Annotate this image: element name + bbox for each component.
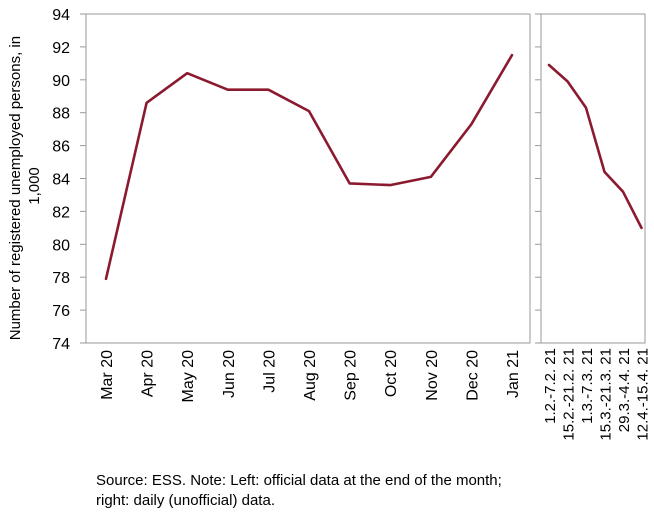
x-tick-label: Nov 20 [424,350,441,401]
x-tick-label: Jul 20 [261,350,278,393]
y-tick-label: 74 [52,336,70,353]
x-tick-label-daily: 15.3.-21.3. 21 [598,348,615,441]
x-tick-label-daily: 1.3.-7.3. 21 [579,348,596,424]
x-tick-label: Mar 20 [99,350,116,400]
y-tick-label: 84 [52,172,70,189]
y-tick-label: 90 [52,73,70,90]
x-tick-label: Apr 20 [140,350,157,397]
y-tick-label: 92 [52,40,70,57]
x-tick-label: Dec 20 [464,350,481,401]
x-axis-ticks: Mar 20 Apr 20 May 20 Jun 20 Jul 20 Aug 20 Sep … [99,348,652,441]
x-tick-label-daily: 29.3.-4.4. 21 [616,348,633,432]
series-lines [104,53,643,281]
y-tick-label: 94 [52,7,70,24]
x-tick-label-daily: 12.4.-15.4. 21 [635,348,652,441]
y-tick-label: 78 [52,270,70,287]
x-tick-label: Oct 20 [383,350,400,397]
x-tick-label-daily: 15.2.-21.2. 21 [561,348,578,441]
x-tick-label: Sep 20 [343,350,360,401]
chart-source-note: Source: ESS. Note: Left: official data a… [96,472,502,509]
x-tick-label: Jan 21 [505,350,522,398]
series-line-monthly [104,53,514,281]
y-tick-label: 76 [52,303,70,320]
x-tick-label: Jun 20 [221,350,238,398]
x-tick-label: May 20 [180,350,197,403]
right-panel-frame [540,13,646,344]
x-tick-label-daily: 1.2.-7.2. 21 [542,348,559,424]
series-line-daily [547,63,643,230]
y-tick-label: 86 [52,139,70,156]
x-tick-label: Aug 20 [302,350,319,401]
y-axis-ticks: 74 76 78 80 82 84 86 88 90 92 94 [52,7,541,353]
left-panel-frame [85,13,531,344]
y-axis-label: Number of registered unemployed persons,… [7,32,43,341]
y-tick-label: 88 [52,106,70,123]
y-tick-label: 82 [52,204,70,221]
y-tick-label: 80 [52,237,70,254]
